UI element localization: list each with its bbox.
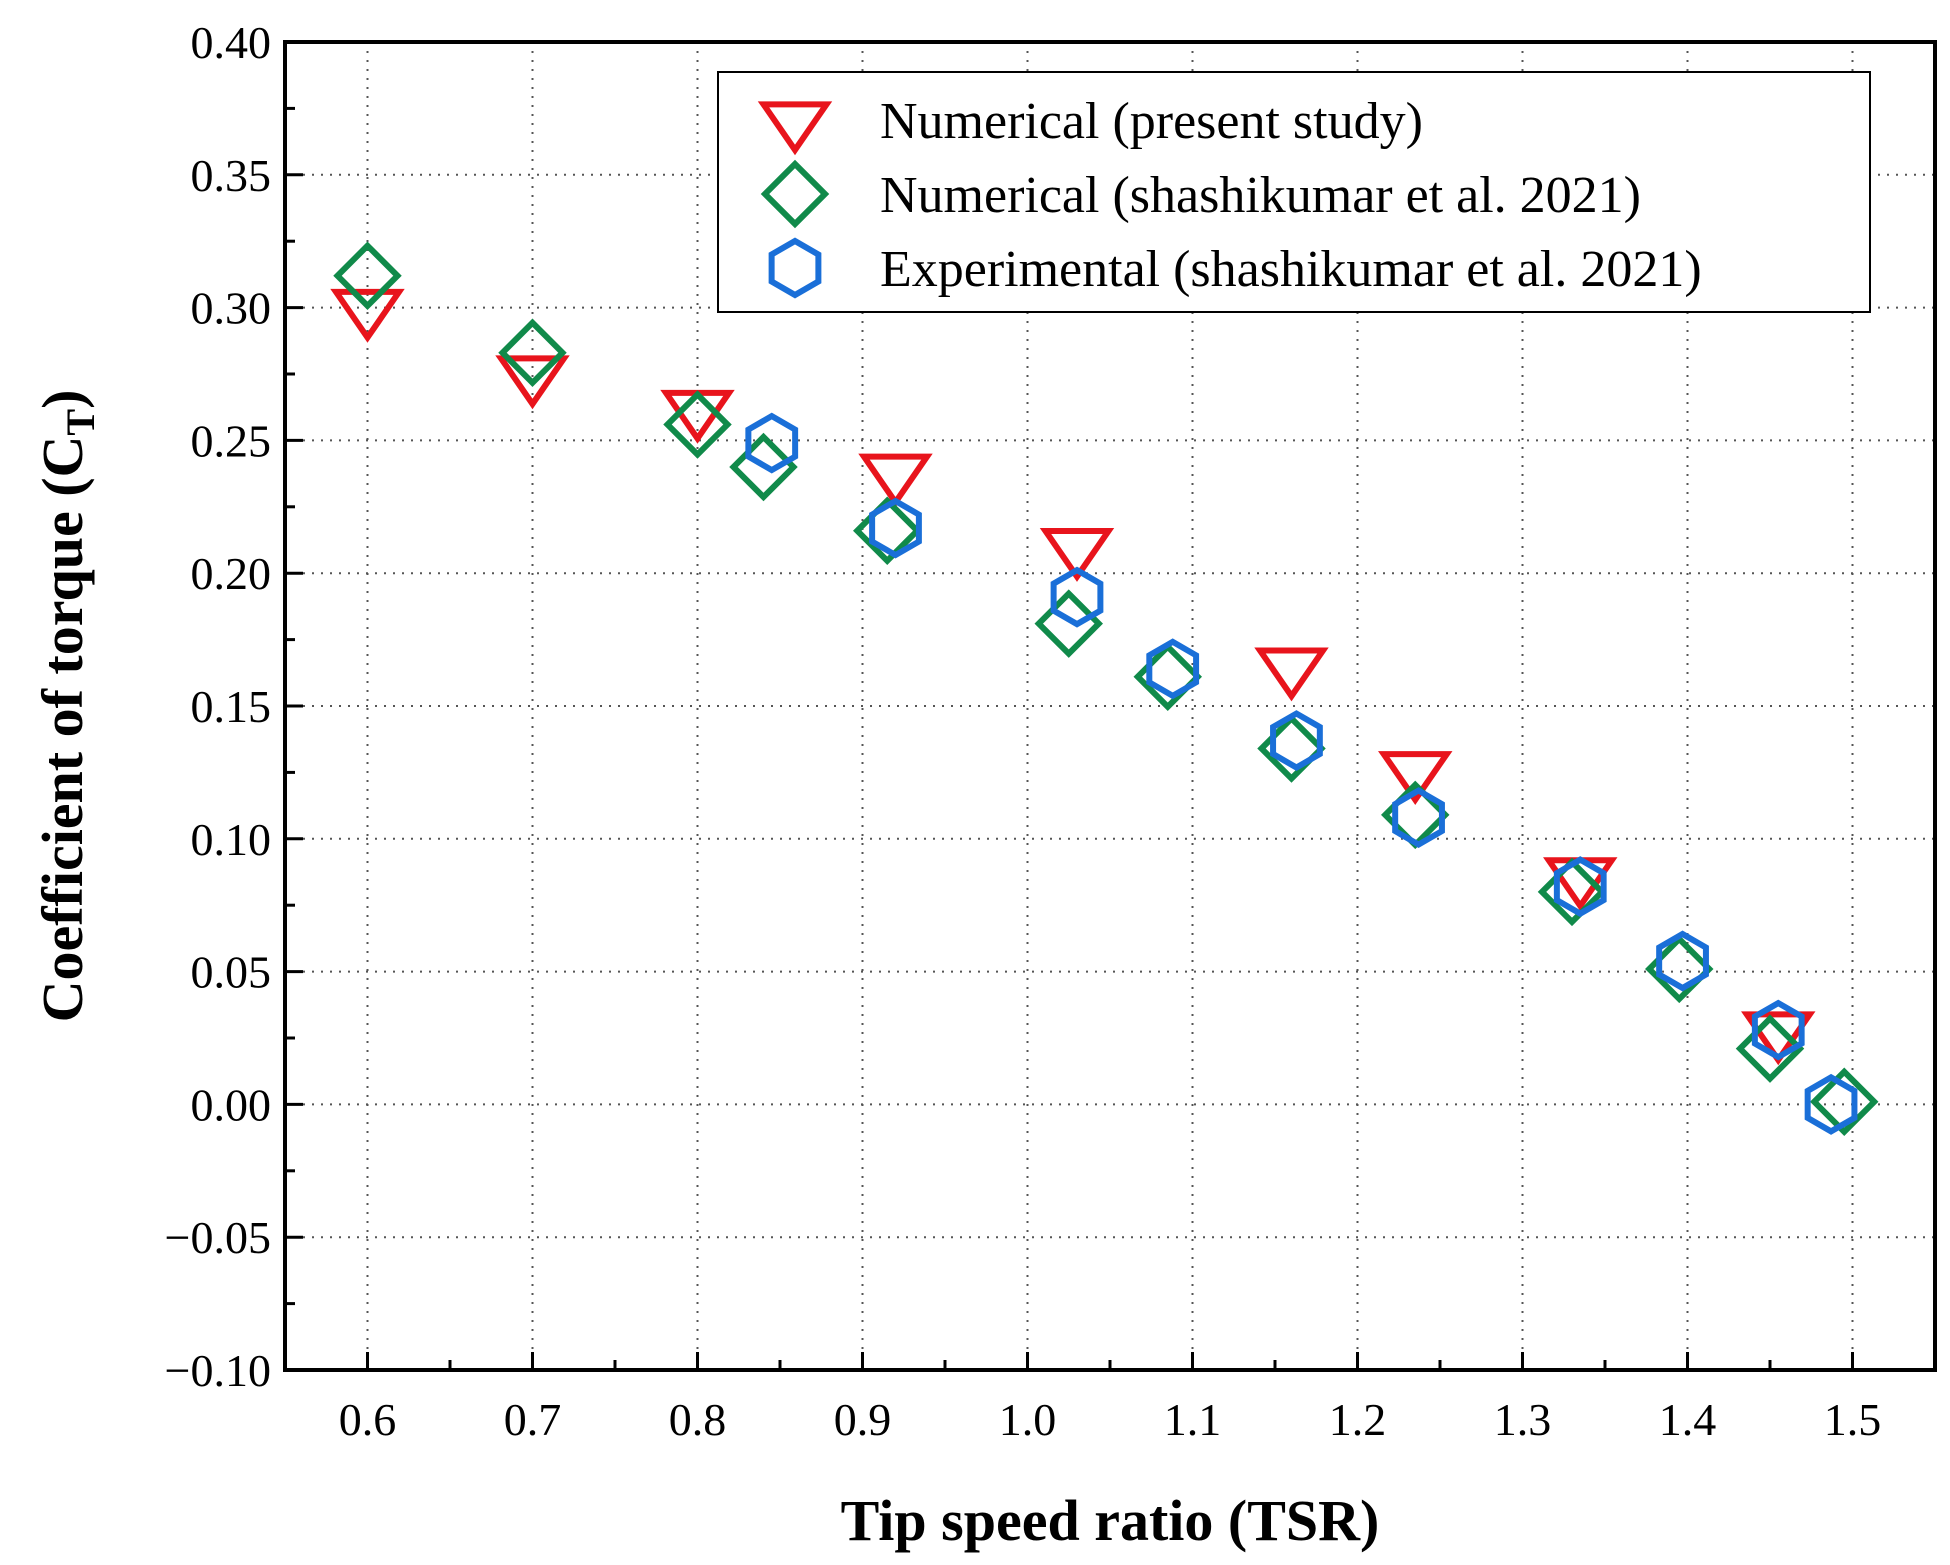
- data-point-diamond: [498, 318, 567, 387]
- legend-marker-hexagon: [768, 237, 822, 299]
- data-point-diamond: [853, 496, 922, 565]
- y-tick-label: 0.30: [191, 283, 272, 334]
- data-point-hexagon: [1656, 930, 1709, 992]
- x-tick-label: 0.6: [339, 1394, 397, 1445]
- x-tick-label: 1.2: [1329, 1394, 1387, 1445]
- y-tick-label: 0.00: [191, 1079, 272, 1130]
- legend-entry-label: Numerical (shashikumar et al. 2021): [880, 167, 1641, 224]
- y-tick-label: 0.20: [191, 548, 272, 599]
- y-tick-label: 0.25: [191, 415, 272, 466]
- x-tick-label: 1.5: [1824, 1394, 1882, 1445]
- x-tick-label: 1.3: [1494, 1394, 1552, 1445]
- x-tick-label: 0.8: [669, 1394, 727, 1445]
- x-tick-label: 1.4: [1659, 1394, 1717, 1445]
- data-point-triangle-down: [1741, 1011, 1816, 1066]
- data-point-diamond: [1034, 589, 1103, 658]
- x-axis-title: Tip speed ratio (TSR): [841, 1488, 1380, 1553]
- data-point-triangle-down: [1039, 527, 1115, 582]
- y-axis-title-close: ): [30, 390, 95, 409]
- data-point-hexagon: [869, 497, 922, 559]
- x-tick-label: 1.1: [1164, 1394, 1222, 1445]
- data-point-hexagon: [1270, 710, 1323, 771]
- y-tick-label: 0.15: [191, 681, 272, 732]
- y-axis-title-subscript: T: [58, 409, 103, 436]
- y-tick-label: −0.05: [165, 1212, 271, 1263]
- data-point-diamond: [1537, 857, 1607, 927]
- x-tick-label: 0.7: [504, 1394, 562, 1445]
- y-tick-label: −0.10: [165, 1345, 271, 1396]
- data-point-diamond: [1810, 1067, 1879, 1136]
- data-point-diamond: [729, 432, 798, 502]
- y-tick-label: 0.10: [191, 814, 272, 865]
- data-point-hexagon: [1751, 999, 1805, 1061]
- y-tick-label: 0.05: [191, 947, 272, 998]
- legend-marker-diamond: [760, 159, 830, 229]
- y-axis-title-main: Coefficient of torque (C: [30, 436, 95, 1023]
- x-tick-label: 0.9: [834, 1394, 892, 1445]
- data-point-hexagon: [1553, 856, 1607, 918]
- data-point-hexagon: [745, 412, 799, 474]
- legend-entry-label: Numerical (present study): [880, 93, 1423, 150]
- data-point-triangle-down: [330, 288, 405, 343]
- y-axis-title: Coefficient of torque (CT): [30, 390, 103, 1023]
- data-point-triangle-down: [858, 453, 933, 508]
- data-point-triangle-down: [495, 355, 570, 410]
- legend-box: [717, 71, 1871, 313]
- data-point-triangle-down: [1254, 647, 1329, 702]
- legend-entry-label: Experimental (shashikumar et al. 2021): [880, 241, 1702, 298]
- data-point-triangle-down: [1378, 751, 1453, 805]
- data-point-diamond: [663, 390, 732, 459]
- data-point-hexagon: [1804, 1073, 1858, 1135]
- data-markers: [330, 241, 1879, 1136]
- axes: 0.6 0.7 0.8 0.9 1.0 1.1 1.2 1.3 1.4 1.5 −0.10 −0.05…: [165, 17, 1937, 1445]
- legend: Numerical (present study) Numerical (shas…: [717, 71, 1871, 313]
- data-point-hexagon: [1392, 787, 1445, 849]
- data-point-diamond: [1735, 1014, 1805, 1083]
- data-point-hexagon: [1146, 638, 1200, 700]
- data-point-hexagon: [1050, 566, 1104, 628]
- y-tick-label: 0.35: [191, 150, 272, 201]
- y-tick-label: 0.40: [191, 17, 272, 68]
- x-tick-label: 1.0: [999, 1394, 1057, 1445]
- legend-marker-triangle-down: [757, 101, 833, 156]
- data-point-diamond: [333, 241, 402, 310]
